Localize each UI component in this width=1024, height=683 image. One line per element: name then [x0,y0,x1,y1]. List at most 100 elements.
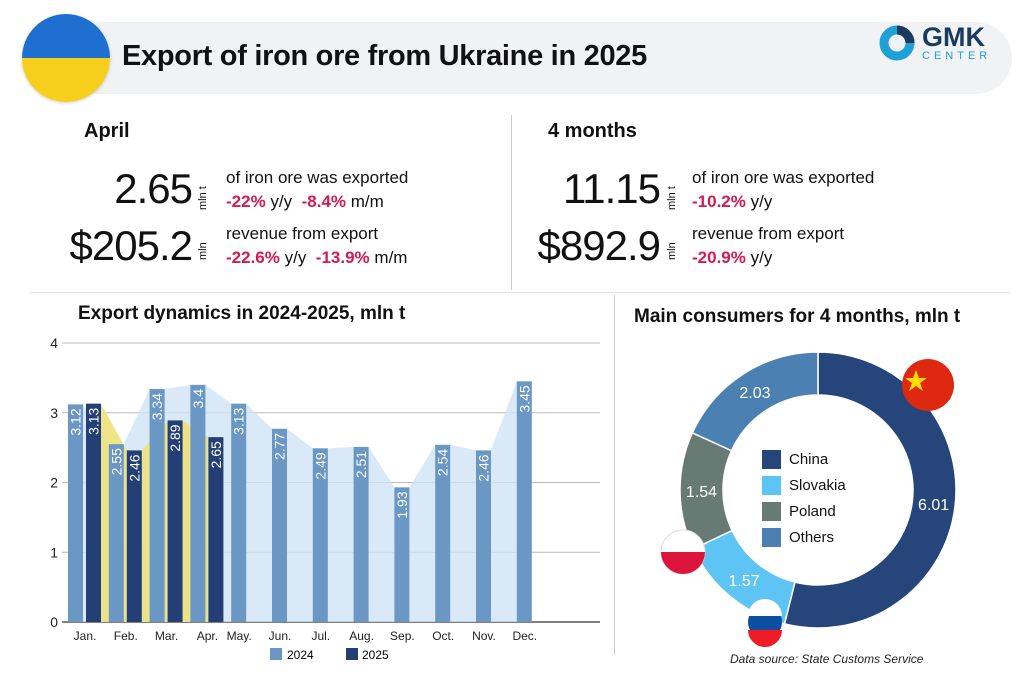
four-months-revenue-unit: mln [666,242,678,260]
bar-2024 [190,384,206,622]
bar-2024-label: 3.13 [231,407,247,434]
april-volume-desc: of iron ore was exported [226,168,409,187]
x-tick-label: Aug. [349,629,374,643]
legend-swatch-2024 [270,648,282,660]
donut-value-label: 1.54 [686,484,717,501]
four-months-volume-unit: mln t [666,186,678,210]
bar-2024 [394,487,410,622]
legend-label-2024: 2024 [287,648,314,662]
bar-2024-label: 3.4 [190,389,206,409]
x-tick-label: Oct. [432,629,454,643]
bar-2024-label: 2.55 [108,448,124,475]
donut-legend: China Slovakia Poland Others [762,450,846,554]
vertical-divider-2 [614,295,615,655]
bar-2024 [353,446,369,622]
legend-swatch [762,528,781,547]
yy-label: y/y [284,248,307,267]
legend-swatch-2025 [346,648,358,660]
logo-ring-icon [879,25,915,61]
april-rev-yy: -22.6% [226,248,280,267]
bar-chart-title: Export dynamics in 2024-2025, mln t [78,303,406,324]
mm-label: m/m [374,248,408,267]
slovakia-flag-icon [748,599,782,647]
legend-swatch [762,476,781,495]
bar-2025-label: 3.13 [86,407,102,434]
legend-label-2025: 2025 [362,648,389,662]
bar-2024-label: 3.45 [516,385,532,412]
april-label: April [84,120,130,142]
four-months-volume: 11.15 [563,165,661,212]
four-months-label: 4 months [548,120,637,142]
bar-2024-label: 2.46 [476,454,492,481]
y-tick-label: 4 [50,335,58,351]
bar-2024 [312,448,328,622]
donut-value-label: 1.57 [728,573,759,590]
donut-slice-china [783,351,957,629]
april-vol-yy: -22% [226,192,266,211]
legend-item-slovakia: Slovakia [762,476,846,495]
bar-chart: 0 1 2 3 4 3.12 2.55 3.34 3.4 3.13 2.77 2.49 2.51 1.93… [50,335,600,662]
bar-2024 [108,444,124,622]
bar-2025-label: 2.65 [208,441,224,468]
china-flag-icon [902,359,954,411]
yy-label: y/y [750,248,773,267]
donut-value-label: 6.01 [918,497,949,514]
bar-2024-label: 2.51 [353,451,369,478]
gmk-logo[interactable]: GMK CENTER [878,24,991,62]
page-title: Export of iron ore from Ukraine in 2025 [122,40,647,72]
bar-2025 [208,437,224,622]
bar-2024 [272,428,287,622]
china-flag-bg [902,359,954,411]
data-source: Data source: State Customs Service [730,652,924,666]
bar-2024-label: 2.54 [435,449,451,476]
yy-label: y/y [750,192,773,211]
april-revenue-desc: revenue from export [226,224,379,243]
april-volume-unit: mln t [197,186,209,210]
april-volume: 2.65 [114,165,193,212]
donut-slice-others [691,351,819,452]
legend-label: Slovakia [789,477,846,494]
x-tick-label: Mar. [155,629,178,643]
x-tick-label: Sep. [390,629,415,643]
x-tick-label: Jun. [269,629,292,643]
x-tick-label: Jan. [74,629,97,643]
x-tick-label: May. [227,629,252,643]
vertical-divider [511,115,512,290]
four-months-revenue: $892.9 [537,222,661,269]
bar-2024 [435,444,451,622]
four-months-revenue-desc: revenue from export [692,224,845,243]
april-rev-mm: -13.9% [315,248,370,267]
logo-subtext: CENTER [922,50,992,62]
donut-chart: 6.01 1.57 1.54 2.03 [660,351,957,647]
x-tick-label: Nov. [472,629,496,643]
x-tick-label: Dec. [512,629,537,643]
legend-swatch [762,450,781,469]
four-months-rev-yy: -20.9% [692,248,746,267]
legend-item-poland: Poland [762,502,846,521]
y-tick-label: 2 [50,475,58,491]
slovakia-flag-white [748,599,782,616]
april-revenue: $205.2 [69,222,193,269]
bar-2024 [476,450,491,622]
four-months-vol-yy: -10.2% [692,192,746,211]
bar-2025 [167,420,183,622]
x-tick-label: Jul. [311,629,330,643]
bar-2024-label: 3.34 [149,393,165,420]
legend-item-others: Others [762,528,846,547]
x-tick-label: Apr. [197,629,218,643]
yy-label: y/y [270,192,293,211]
bar-2025 [126,450,142,622]
header-bar [62,22,1012,94]
bar-2025-label: 2.89 [167,424,183,451]
bar-2024 [231,403,247,622]
mm-label: m/m [350,192,384,211]
y-tick-label: 3 [50,405,58,421]
horizontal-divider [30,292,1010,293]
legend-item-china: China [762,450,846,469]
y-tick-label: 1 [50,544,58,560]
bar-2025 [86,403,101,622]
legend-label: China [789,451,829,468]
bar-2024-label: 3.12 [68,408,84,435]
april-revenue-unit: mln [197,242,209,260]
bar-2024-label: 2.77 [272,433,288,460]
